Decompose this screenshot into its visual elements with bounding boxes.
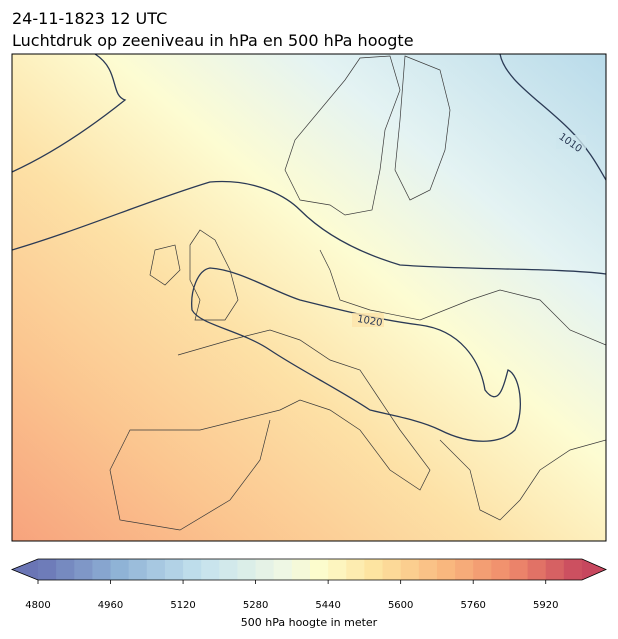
colorbar-segment [273,559,293,580]
date-title: 24-11-1823 12 UTC [12,9,167,28]
colorbar-segment [436,559,456,580]
colorbar-segment [400,559,420,580]
colorbar-segment [92,559,112,580]
colorbar-segment [201,559,220,580]
colorbar-tick-label: 4960 [98,600,123,611]
colorbar-tick-label: 5600 [388,600,413,611]
height-field [12,54,606,541]
colorbar-segment [491,559,510,580]
colorbar-tick-label: 4800 [25,600,50,611]
map: 1020 1010 [12,54,606,541]
map-frame [11,53,607,542]
coastlines [109,55,606,531]
colorbar-segment [328,559,347,580]
colorbar-segment [455,559,474,580]
colorbar-extend-high [582,559,606,580]
colorbar-segment [418,559,438,580]
colorbar-segment [382,559,402,580]
colorbar-segment [527,559,547,580]
colorbar-segment [164,559,184,580]
colorbar-segment [237,559,257,580]
colorbar-segment [110,559,130,580]
colorbar-tick-label: 5920 [533,600,558,611]
colorbar-segment [128,559,148,580]
colorbar-label: 500 hPa hoogte in meter [241,616,378,629]
colorbar-segment [545,559,565,580]
colorbar-segment [310,559,329,580]
colorbar-segment [346,559,365,580]
colorbar-segment [255,559,275,580]
colorbar-segment [38,559,57,580]
colorbar-segment [364,559,384,580]
colorbar-segment [74,559,93,580]
colorbar-segment [146,559,166,580]
colorbar-segment [563,559,583,580]
colorbar-segment [291,559,311,580]
contour-label: 1020 [356,314,383,329]
contour-label-bg [352,313,384,327]
colorbar-segment [183,559,202,580]
colorbar-tick-label: 5120 [170,600,195,611]
colorbar-tick-label: 5760 [460,600,485,611]
colorbar-outline [10,558,607,581]
colorbar-tick-label: 5280 [243,600,268,611]
colorbar: 4800 4960 5120 5280 5440 5600 5760 5920 [10,558,607,611]
colorbar-segment [219,559,238,580]
colorbar-segment [509,559,529,580]
contour-label-bg [556,135,586,149]
colorbar-segment [56,559,75,580]
map-title: Luchtdruk op zeeniveau in hPa en 500 hPa… [12,31,414,50]
colorbar-segment [473,559,492,580]
colorbar-extend-low [12,559,38,580]
colorbar-tick-label: 5440 [315,600,340,611]
